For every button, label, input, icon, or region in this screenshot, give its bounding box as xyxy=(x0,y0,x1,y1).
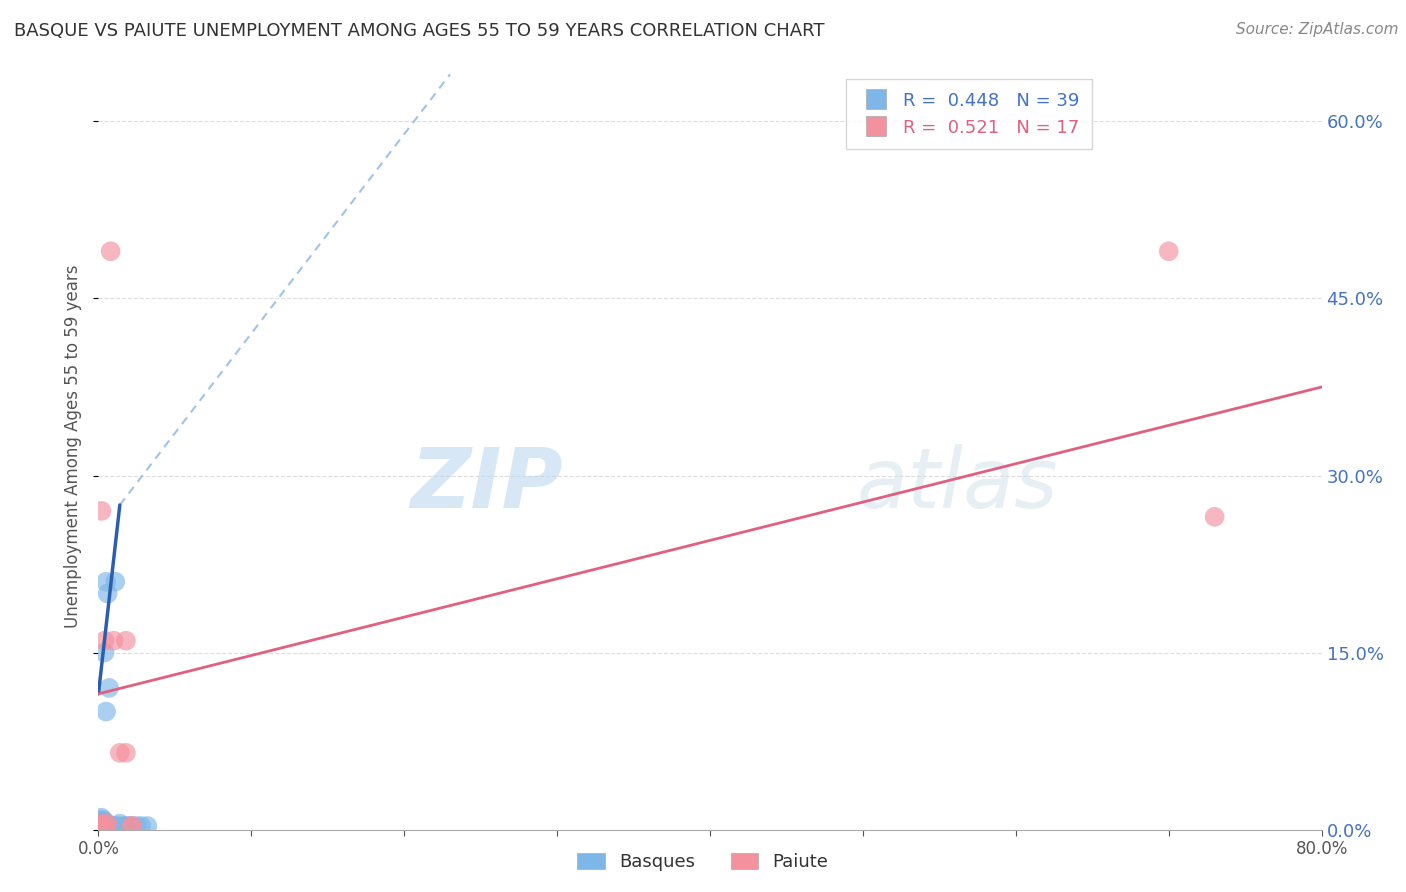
Point xyxy=(93,820,115,834)
Point xyxy=(94,574,117,589)
Point xyxy=(93,633,115,648)
Point xyxy=(93,818,115,832)
Point xyxy=(94,705,117,719)
Point xyxy=(90,815,112,830)
Point xyxy=(94,819,117,833)
Point xyxy=(90,818,112,832)
Point xyxy=(90,819,112,833)
Point xyxy=(108,746,131,760)
Point xyxy=(91,816,114,830)
Y-axis label: Unemployment Among Ages 55 to 59 years: Unemployment Among Ages 55 to 59 years xyxy=(65,264,83,628)
Point xyxy=(97,586,120,600)
Text: Source: ZipAtlas.com: Source: ZipAtlas.com xyxy=(1236,22,1399,37)
Point xyxy=(129,819,152,833)
Point xyxy=(91,820,114,834)
Point xyxy=(90,811,112,825)
Point xyxy=(89,816,111,830)
Point xyxy=(103,819,125,833)
Point xyxy=(125,819,148,833)
Point xyxy=(98,681,121,695)
Point xyxy=(115,633,138,648)
Point xyxy=(89,816,111,830)
Point xyxy=(100,244,122,259)
Point xyxy=(90,820,112,834)
Legend: R =  0.448   N = 39, R =  0.521   N = 17: R = 0.448 N = 39, R = 0.521 N = 17 xyxy=(845,79,1092,150)
Point xyxy=(89,820,111,834)
Point xyxy=(89,813,111,827)
Point xyxy=(97,819,120,833)
Text: ZIP: ZIP xyxy=(411,444,564,524)
Point xyxy=(91,818,114,832)
Point xyxy=(115,746,138,760)
Point xyxy=(91,820,114,834)
Point xyxy=(105,819,128,833)
Text: BASQUE VS PAIUTE UNEMPLOYMENT AMONG AGES 55 TO 59 YEARS CORRELATION CHART: BASQUE VS PAIUTE UNEMPLOYMENT AMONG AGES… xyxy=(14,22,824,40)
Point xyxy=(121,819,143,833)
Point xyxy=(121,819,143,833)
Point xyxy=(98,819,121,833)
Point xyxy=(91,813,114,827)
Point xyxy=(90,822,112,836)
Point xyxy=(103,633,125,648)
Point xyxy=(104,574,127,589)
Point xyxy=(93,646,115,660)
Point xyxy=(101,819,124,833)
Legend: Basques, Paiute: Basques, Paiute xyxy=(571,846,835,879)
Point xyxy=(115,819,138,833)
Point xyxy=(91,822,114,836)
Point xyxy=(94,819,117,833)
Point xyxy=(111,819,134,833)
Point xyxy=(90,819,112,833)
Point xyxy=(93,814,115,829)
Point xyxy=(121,819,143,833)
Point xyxy=(136,819,159,833)
Text: atlas: atlas xyxy=(856,444,1059,524)
Point xyxy=(90,504,112,518)
Point xyxy=(97,816,120,830)
Point xyxy=(108,816,131,830)
Point xyxy=(118,819,141,833)
Point xyxy=(91,819,114,833)
Point xyxy=(89,819,111,833)
Point xyxy=(1157,244,1180,259)
Point xyxy=(1204,509,1226,524)
Point xyxy=(100,819,122,833)
